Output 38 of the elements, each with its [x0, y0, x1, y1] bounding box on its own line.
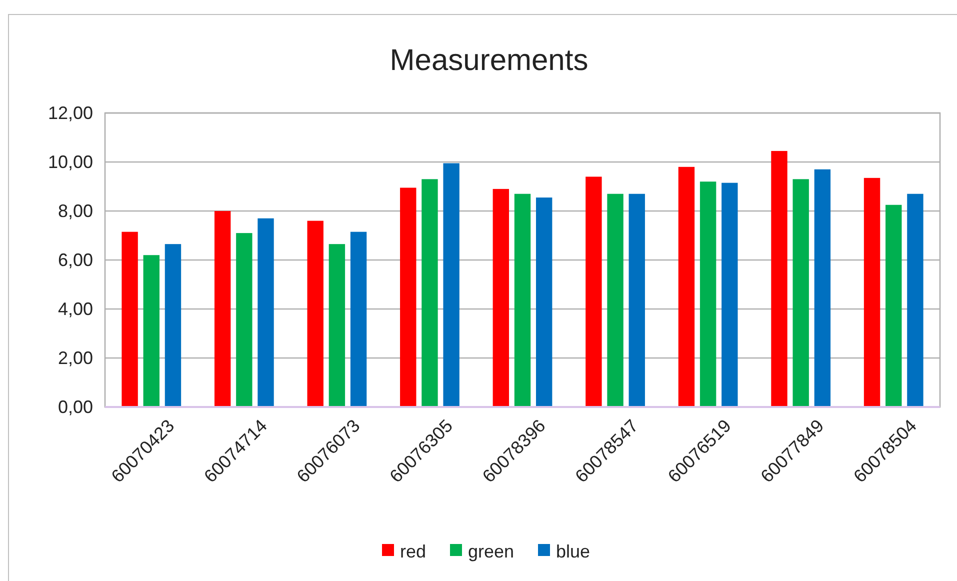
bar	[258, 218, 274, 407]
bar	[628, 194, 645, 407]
y-tick-label: 0,00	[58, 396, 93, 417]
bar	[792, 179, 809, 407]
bar	[607, 194, 624, 407]
bar	[814, 169, 831, 407]
y-tick-label: 8,00	[58, 200, 93, 221]
bar	[400, 188, 416, 407]
bar	[443, 163, 460, 407]
bar	[422, 179, 438, 407]
bar	[771, 150, 788, 407]
bar	[678, 166, 695, 407]
bar	[536, 198, 552, 407]
y-tick-label: 6,00	[58, 250, 93, 270]
y-tick-label: 12,00	[48, 102, 93, 123]
bar	[164, 244, 182, 407]
bar	[586, 176, 602, 407]
bar	[722, 182, 738, 407]
legend-label: red	[400, 541, 426, 562]
bar	[864, 178, 880, 407]
legend-label: blue	[556, 541, 590, 562]
bar	[700, 182, 716, 407]
bar	[122, 232, 138, 407]
bar	[236, 233, 252, 407]
y-tick-label: 10,00	[48, 152, 93, 172]
chart-title: Measurements	[390, 44, 588, 77]
legend-label: green	[468, 541, 514, 562]
y-tick-label: 4,00	[58, 298, 93, 319]
bar	[907, 194, 924, 407]
bar	[214, 211, 231, 407]
bar	[307, 220, 324, 407]
bar	[328, 244, 346, 407]
bar	[514, 194, 531, 407]
bar	[350, 232, 367, 407]
bar	[143, 255, 160, 407]
bar	[886, 204, 902, 407]
y-tick-label: 2,00	[58, 348, 93, 368]
bar	[492, 188, 510, 407]
